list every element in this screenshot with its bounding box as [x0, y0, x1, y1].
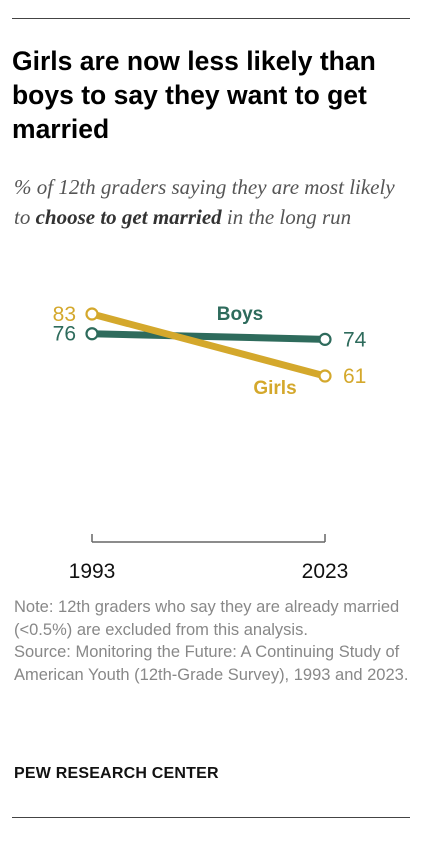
subtitle-text-before: % of 12th graders saying they are most l… [14, 175, 395, 229]
notes: Note: 12th graders who say they are alre… [14, 596, 414, 686]
boys-value-label: 74 [343, 328, 367, 351]
bottom-rule [12, 817, 410, 818]
source-text: Source: Monitoring the Future: A Continu… [14, 643, 409, 684]
credit-logo-text: PEW RESEARCH CENTER [14, 765, 219, 782]
girls-series-line [91, 310, 326, 380]
chart-subtitle: % of 12th graders saying they are most l… [14, 172, 414, 232]
girls-value-label: 83 [53, 303, 76, 326]
girls-point [85, 307, 99, 321]
girls-value-label: 61 [343, 365, 366, 388]
girls-point [318, 369, 332, 383]
boys-series-line [91, 330, 326, 343]
top-rule [12, 18, 410, 19]
boys-series-label: Boys [217, 304, 263, 325]
x-tick-label: 1993 [69, 560, 116, 583]
boys-point [318, 332, 332, 346]
x-tick-label: 2023 [302, 560, 349, 583]
boys-point [85, 327, 99, 341]
note-text: Note: 12th graders who say they are alre… [14, 598, 400, 639]
subtitle-text-after: in the long run [221, 205, 352, 229]
line-chart: 1993 2023 76 74 Boys 83 61 Girls [53, 303, 367, 583]
subtitle-text-bold: choose to get married [35, 205, 222, 229]
girls-series-label: Girls [253, 378, 296, 399]
boys-value-label: 76 [53, 323, 76, 346]
chart-title: Girls are now less likely than boys to s… [12, 46, 376, 144]
